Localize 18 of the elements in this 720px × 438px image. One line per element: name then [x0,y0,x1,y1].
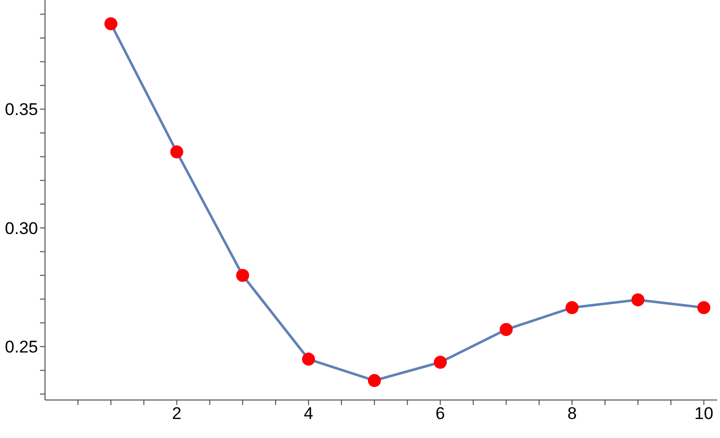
x-tick-label: 8 [567,404,577,424]
point [566,301,579,314]
y-tick-label: 0.35 [4,100,38,120]
x-tick-label: 2 [172,404,182,424]
point [170,145,184,158]
point [697,301,710,314]
point [104,17,118,30]
y-tick-label: 0.25 [4,338,38,357]
point [500,322,513,336]
point [236,268,250,282]
x-tick-label: 10 [694,404,714,424]
point [368,374,381,388]
x-tick-label: 6 [436,404,446,424]
point [434,356,447,369]
x-tick-label: 4 [304,404,314,424]
y-tick-label: 0.30 [4,218,38,238]
point [631,293,644,306]
point [302,352,316,366]
